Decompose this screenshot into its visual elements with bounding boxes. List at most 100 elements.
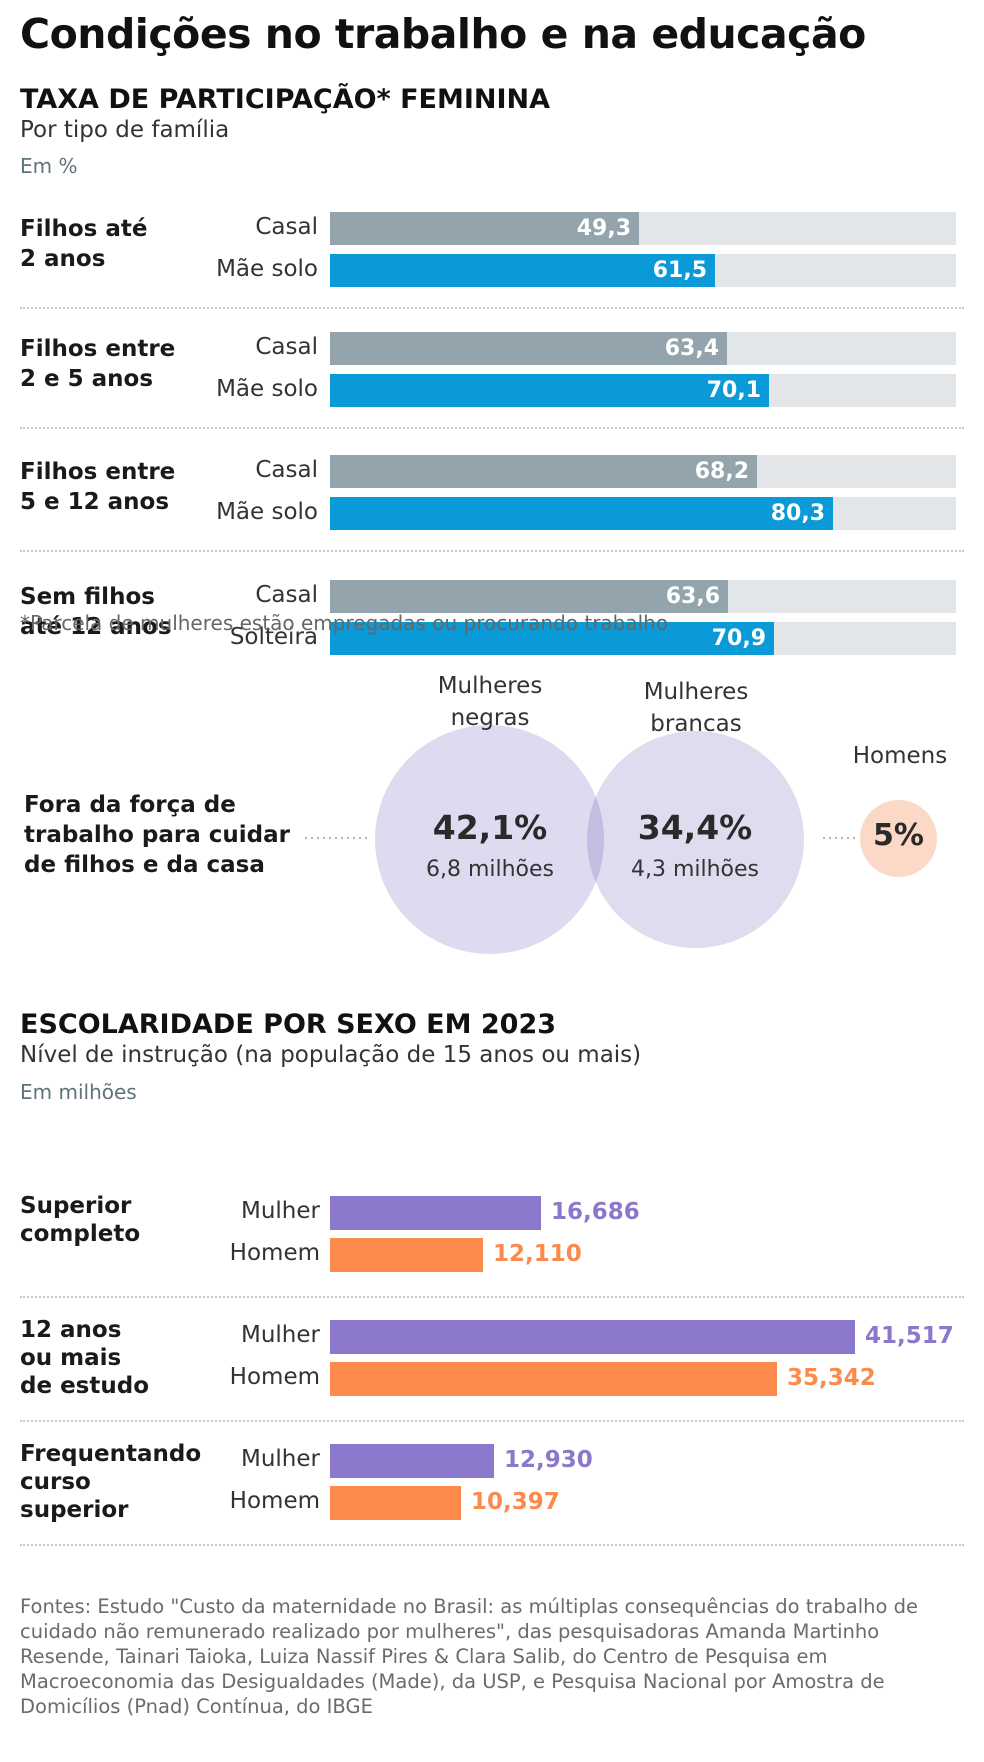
row-label: Homem (229, 1364, 320, 1390)
group-label-line: Superior (20, 1193, 132, 1219)
bar-value: 63,4 (664, 336, 719, 361)
group-label-line: completo (20, 1221, 141, 1247)
bar: 68,2 (330, 455, 757, 488)
bar: 70,1 (330, 374, 769, 407)
bar-track: 68,2 (330, 455, 956, 488)
row-label: Mulher (241, 1446, 320, 1472)
group-label-line: ou mais (20, 1345, 122, 1371)
bar-value: 12,930 (504, 1447, 593, 1473)
circle-mulheres-negras (375, 725, 604, 954)
bar-value: 10,397 (471, 1489, 560, 1515)
group-label-line: 12 anos (20, 1317, 122, 1343)
bar-value: 68,2 (694, 459, 749, 484)
bar (330, 1362, 777, 1396)
row-label: Mulher (241, 1322, 320, 1348)
bar-value: 70,1 (706, 378, 761, 403)
participation-footnote: *Parcela de mulheres estão empregadas ou… (20, 611, 669, 635)
row-label: Solteira (229, 624, 318, 650)
circle-sub-brancas: 4,3 milhões (630, 857, 760, 882)
circle-head-homens: Homens (852, 743, 948, 769)
row-label: Mãe solo (216, 376, 318, 402)
out-of-workforce-label-line: de filhos e da casa (24, 852, 265, 878)
row-label: Casal (255, 334, 318, 360)
group-label-line: Sem filhos (20, 584, 155, 610)
bar: 61,5 (330, 254, 715, 287)
bar-track: 70,1 (330, 374, 956, 407)
page-title: Condições no trabalho e na educação (20, 10, 866, 58)
row-label: Mãe solo (216, 499, 318, 525)
bar: 80,3 (330, 497, 833, 530)
group-divider (20, 427, 964, 429)
participation-subtitle: Por tipo de família (20, 117, 230, 143)
group-label: Filhos até 2 anos (20, 214, 220, 274)
bar-track: 70,9 (330, 622, 956, 655)
bar-value: 12,110 (493, 1241, 582, 1267)
bar-track: 63,4 (330, 332, 956, 365)
row-label: Homem (229, 1488, 320, 1514)
bar: 63,4 (330, 332, 727, 365)
participation-title: TAXA DE PARTICIPAÇÃO* FEMININA (20, 84, 551, 115)
row-label: Casal (255, 214, 318, 240)
source-note: Fontes: Estudo "Custo da maternidade no … (20, 1595, 918, 1718)
bar-track: 49,3 (330, 212, 956, 245)
group-label-line: 2 e 5 anos (20, 366, 154, 392)
circle-homens (860, 800, 937, 877)
bar-value: 70,9 (711, 626, 766, 651)
group-label-line: Frequentando (20, 1441, 202, 1467)
bar (330, 1486, 461, 1520)
group-divider (20, 1420, 964, 1422)
connector-lines (305, 837, 858, 839)
circle-head-negras: Mulheres negras (437, 673, 543, 731)
group-label-line: Filhos entre (20, 459, 176, 485)
group-label: Filhos entre 2 e 5 anos (20, 334, 220, 394)
circle-pct-homens: 5% (873, 818, 924, 853)
group-label: Superior completo (20, 1192, 220, 1248)
bar: 63,6 (330, 580, 728, 613)
group-divider (20, 307, 964, 309)
group-label: Filhos entre 5 e 12 anos (20, 457, 220, 517)
group-divider (20, 1296, 964, 1298)
group-label: Frequentando curso superior (20, 1440, 220, 1524)
out-of-workforce-label-line: Fora da força de (24, 792, 236, 818)
bar-value: 35,342 (787, 1365, 876, 1391)
education-title: ESCOLARIDADE POR SEXO EM 2023 (20, 1009, 557, 1040)
group-label-line: superior (20, 1497, 129, 1523)
bar (330, 1196, 541, 1230)
bar-value: 80,3 (770, 501, 825, 526)
bar-value: 63,6 (665, 584, 720, 609)
bar-track: 80,3 (330, 497, 956, 530)
bar-track: 63,6 (330, 580, 956, 613)
group-label-line: de estudo (20, 1373, 149, 1399)
bar-value: 16,686 (551, 1199, 640, 1225)
bar (330, 1238, 483, 1272)
bar (330, 1320, 855, 1354)
row-label: Casal (255, 582, 318, 608)
group-label-line: curso (20, 1469, 91, 1495)
circle-sub-negras: 6,8 milhões (425, 857, 555, 882)
group-label-line: 2 anos (20, 246, 106, 272)
bar-value: 41,517 (865, 1323, 954, 1349)
circle-pct-negras: 42,1% (432, 808, 548, 847)
group-divider (20, 1544, 964, 1546)
row-label: Mulher (241, 1198, 320, 1224)
circle-head-brancas: Mulheres brancas (643, 679, 749, 737)
bar: 49,3 (330, 212, 639, 245)
bar-track: 61,5 (330, 254, 956, 287)
out-of-workforce-label: Fora da força de trabalho para cuidar de… (24, 790, 304, 880)
circle-mulheres-brancas (587, 731, 804, 948)
group-label-line: Filhos até (20, 216, 148, 242)
group-label: 12 anos ou mais de estudo (20, 1316, 220, 1400)
out-of-workforce-label-line: trabalho para cuidar (24, 822, 290, 848)
row-label: Homem (229, 1240, 320, 1266)
bar-value: 49,3 (576, 216, 631, 241)
group-divider (20, 550, 964, 552)
row-label: Casal (255, 457, 318, 483)
row-label: Mãe solo (216, 256, 318, 282)
group-label-line: Filhos entre (20, 336, 176, 362)
circle-pct-brancas: 34,4% (637, 808, 753, 847)
bar: 70,9 (330, 622, 774, 655)
education-unit: Em milhões (20, 1080, 137, 1104)
participation-unit: Em % (20, 154, 78, 178)
education-subtitle: Nível de instrução (na população de 15 a… (20, 1042, 642, 1068)
group-label-line: 5 e 12 anos (20, 489, 170, 515)
